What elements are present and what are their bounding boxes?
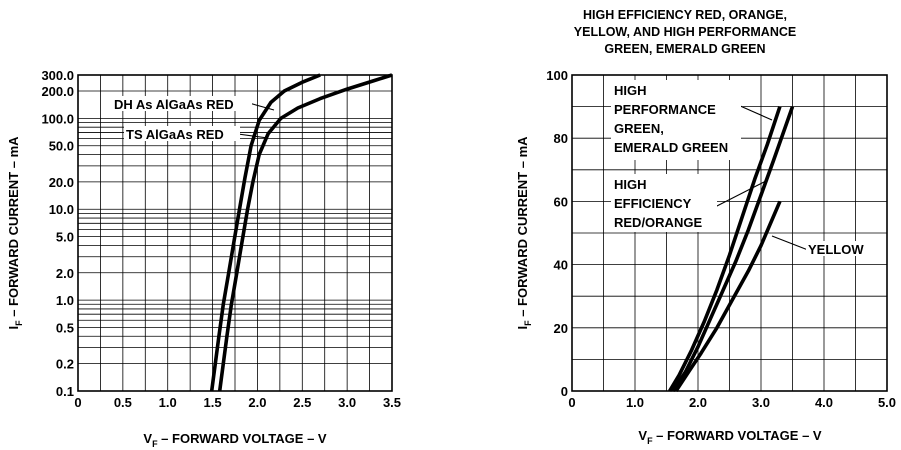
y-tick-label: 0.5 [56, 320, 74, 335]
yellow-leader [771, 235, 809, 251]
y-tick-label: 80 [554, 131, 568, 146]
left-x-axis-label: VF – FORWARD VOLTAGE – V [143, 431, 327, 449]
x-tick-label: 1.0 [626, 395, 644, 410]
red-orange-label-bg [611, 174, 717, 232]
green-label-bg [611, 80, 741, 160]
x-tick-label: 2.0 [248, 395, 266, 410]
right-series-labels: HIGH PERFORMANCE GREEN, EMERALD GREEN HI… [611, 80, 868, 257]
y-tick-label: 200.0 [41, 84, 74, 99]
right-plot-frame [571, 74, 888, 392]
x-tick-label: 0.5 [114, 395, 132, 410]
left-x-tick-labels: 0 0.5 1.0 1.5 2.0 2.5 3.0 3.5 [74, 395, 401, 410]
green-label-line-2: PERFORMANCE [614, 102, 716, 117]
x-tick-label: 5.0 [878, 395, 896, 410]
right-chart-title-line-3: GREEN, EMERALD GREEN [604, 42, 765, 56]
x-tick-label: 1.0 [159, 395, 177, 410]
red-orange-leader [712, 180, 767, 209]
x-tick-label: 0 [568, 395, 575, 410]
y-tick-label: 5.0 [56, 230, 74, 245]
y-tick-label: 50.0 [49, 139, 74, 154]
x-tick-label: 4.0 [815, 395, 833, 410]
right-series-line-3 [674, 200, 782, 392]
y-tick-label: 20 [554, 321, 568, 336]
red-orange-label-line-1: HIGH [614, 177, 647, 192]
y-tick-label: 20.0 [49, 175, 74, 190]
x-tick-label: 0 [74, 395, 81, 410]
right-series-line-1 [668, 106, 782, 392]
ts-red-leader [237, 133, 269, 139]
yellow-label-bg [806, 241, 868, 256]
left-series-labels: DH As AlGaAs RED TS AlGaAs RED [112, 96, 275, 142]
x-tick-label: 2.0 [689, 395, 707, 410]
dh-as-red-leader [248, 102, 275, 111]
green-leader [737, 104, 773, 121]
y-tick-label: 0.1 [56, 384, 74, 399]
right-chart: HIGH EFFICIENCY RED, ORANGE, YELLOW, AND… [515, 8, 896, 446]
right-x-tick-labels: 0 1.0 2.0 3.0 4.0 5.0 [568, 395, 896, 410]
y-tick-label: 60 [554, 194, 568, 209]
left-series-line-2 [217, 73, 393, 392]
ts-red-label-bg [124, 126, 240, 141]
y-tick-label: 40 [554, 258, 568, 273]
y-tick-label: 0.2 [56, 357, 74, 372]
dh-as-red-label: DH As AlGaAs RED [114, 97, 234, 112]
left-plot-frame [77, 74, 393, 392]
green-label-line-4: EMERALD GREEN [614, 140, 728, 155]
x-tick-label: 1.5 [204, 395, 222, 410]
y-tick-label: 2.0 [56, 266, 74, 281]
left-chart: DH As AlGaAs RED TS AlGaAs RED 0 0.5 1.0 1.… [6, 68, 401, 449]
y-tick-label: 100.0 [41, 111, 74, 126]
green-label-line-1: HIGH [614, 83, 647, 98]
left-curves [209, 73, 393, 392]
right-chart-title-line-2: YELLOW, AND HIGH PERFORMANCE [574, 25, 796, 39]
x-tick-label: 3.5 [383, 395, 401, 410]
y-tick-label: 0 [561, 384, 568, 399]
x-tick-label: 3.0 [752, 395, 770, 410]
right-y-axis-label: IF – FORWARD CURRENT – mA [515, 136, 533, 330]
yellow-label: YELLOW [808, 242, 864, 257]
right-x-axis-label: VF – FORWARD VOLTAGE – V [638, 428, 822, 446]
y-tick-label: 100 [546, 68, 568, 83]
left-y-tick-labels: 0.1 0.2 0.5 1.0 2.0 5.0 10.0 20.0 50.0 100.0 200.0… [41, 68, 74, 399]
y-tick-label: 300.0 [41, 68, 74, 83]
right-series-line-2 [671, 106, 795, 392]
x-tick-label: 3.0 [338, 395, 356, 410]
left-y-axis-label: IF – FORWARD CURRENT – mA [6, 136, 24, 330]
red-orange-label-line-3: RED/ORANGE [614, 215, 702, 230]
y-tick-label: 1.0 [56, 293, 74, 308]
right-y-tick-labels: 0 20 40 60 80 100 [546, 68, 568, 399]
y-tick-label: 10.0 [49, 202, 74, 217]
dh-as-red-label-bg [112, 96, 252, 111]
left-series-line-1 [209, 73, 321, 392]
green-label-line-3: GREEN, [614, 121, 664, 136]
ts-red-label: TS AlGaAs RED [126, 127, 224, 142]
right-chart-title-line-1: HIGH EFFICIENCY RED, ORANGE, [583, 8, 787, 22]
x-tick-label: 2.5 [293, 395, 311, 410]
right-curves [668, 106, 795, 392]
red-orange-label-line-2: EFFICIENCY [614, 196, 692, 211]
